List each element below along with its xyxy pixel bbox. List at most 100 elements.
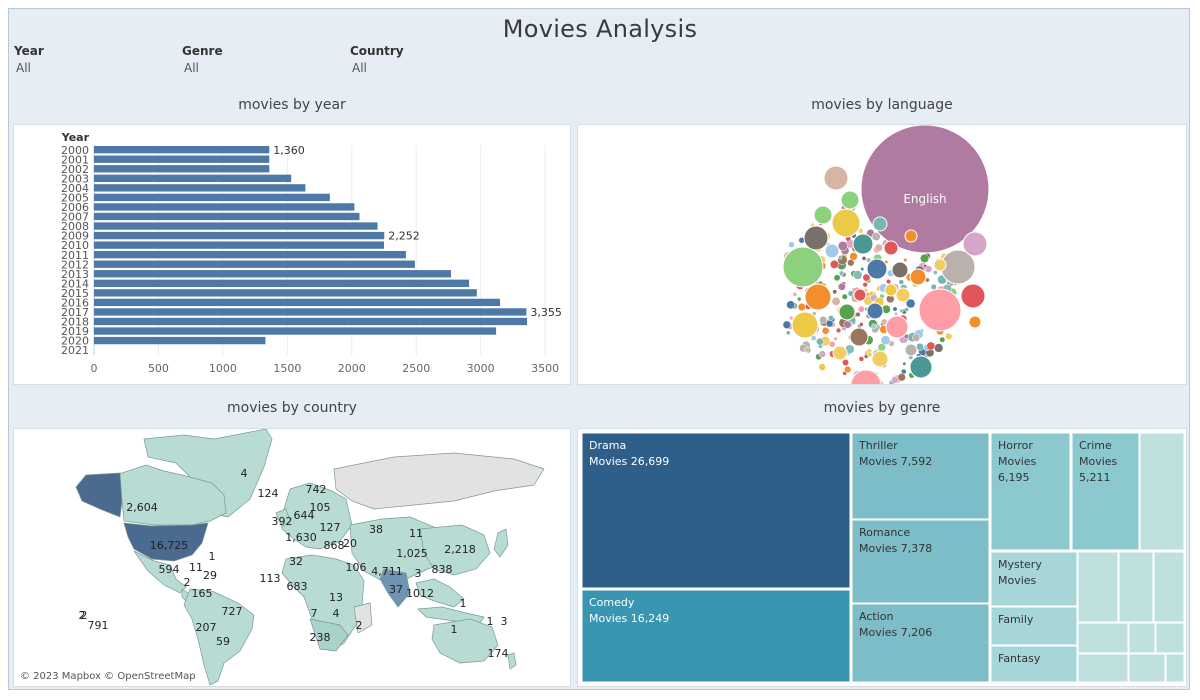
x-tick-label-6: 3000 (467, 362, 495, 375)
language-bubble-30 (832, 345, 848, 361)
map-country-label-35: 1 (460, 597, 467, 610)
language-bubble-small-279 (912, 333, 921, 342)
y-tick-label-2005: 2005 (61, 192, 89, 205)
map-country-label-43: 2 (356, 619, 363, 632)
treemap-cell-other-4 (1077, 622, 1129, 654)
language-bubble-small-221 (858, 322, 864, 327)
map-country-label-7: 127 (320, 521, 341, 534)
language-bubble-small-129 (818, 350, 827, 358)
y-tick-label-2000: 2000 (61, 144, 89, 157)
map-region-japan (493, 528, 509, 558)
map-country-label-10: 16,725 (150, 539, 189, 552)
language-chart-panel: English (577, 124, 1187, 385)
map-country-label-21: 106 (346, 561, 367, 574)
y-tick-label-2001: 2001 (61, 153, 89, 166)
language-bubble-12 (962, 231, 988, 257)
treemap-value-mystery: Movies (998, 574, 1037, 587)
treemap-label-horror: Horror (998, 439, 1033, 452)
treemap-cell-other-7 (1077, 653, 1129, 683)
treemap-cell-drama (581, 432, 851, 589)
language-bubble-small-278 (828, 315, 834, 321)
filter-genre-value[interactable]: All (184, 61, 199, 75)
map-country-label-8: 38 (369, 523, 383, 536)
language-bubble-small-223 (891, 376, 899, 384)
language-bubble-small-180 (934, 343, 944, 353)
filter-country-value[interactable]: All (352, 61, 367, 75)
language-bubble-small-178 (838, 270, 845, 277)
map-region-india (379, 568, 411, 608)
bar-2011 (94, 251, 406, 259)
language-bubble-small-263 (905, 298, 916, 309)
map-attribution: © 2023 Mapbox © OpenStreetMap (20, 671, 196, 682)
y-tick-label-2003: 2003 (61, 172, 89, 185)
x-tick-label-2: 1000 (209, 362, 237, 375)
treemap-label-drama: Drama (589, 439, 626, 452)
map-region-africa-east-grey (353, 602, 373, 634)
y-tick-label-2002: 2002 (61, 163, 89, 176)
language-bubble-chart: English (782, 125, 990, 384)
language-bubble-23 (866, 302, 884, 320)
treemap-value-action: Movies 7,206 (859, 626, 932, 639)
map-country-label-22: 4,711 (371, 565, 403, 578)
map-country-label-1: 124 (258, 487, 279, 500)
language-bubble-small-299 (837, 282, 846, 291)
language-bubble-small-188 (885, 279, 892, 285)
language-bubble-small-274 (819, 315, 828, 324)
language-bubble-small-290 (903, 333, 910, 340)
y-tick-label-2019: 2019 (61, 325, 89, 338)
y-tick-label-2007: 2007 (61, 211, 89, 224)
language-bubble-25 (824, 243, 840, 259)
map-region-mexico (133, 550, 187, 594)
language-bubble-14 (866, 258, 888, 280)
y-tick-label-2018: 2018 (61, 316, 89, 329)
language-bubble-small-0 (797, 296, 802, 302)
language-bubble-small-193 (788, 241, 795, 248)
map-region-china (419, 524, 491, 576)
language-bubble-32 (933, 258, 947, 272)
y-tick-label-2014: 2014 (61, 277, 89, 290)
language-bubble-small-141 (825, 319, 834, 328)
language-bubble-small-240 (871, 323, 877, 329)
y-tick-label-2015: 2015 (61, 287, 89, 300)
treemap-cell-fantasy (990, 645, 1078, 683)
language-bubble-small-146 (785, 330, 791, 336)
language-bubble-small-84 (933, 270, 938, 275)
filter-year-value[interactable]: All (16, 61, 31, 75)
x-tick-label-1: 500 (148, 362, 169, 375)
language-bubble-19 (909, 268, 927, 286)
treemap-value-drama: Movies 26,699 (589, 455, 669, 468)
map-region-se-asia (415, 578, 465, 608)
language-bubble-small-257 (880, 335, 891, 346)
map-country-label-9: 11 (409, 527, 423, 540)
y-tick-label-2006: 2006 (61, 201, 89, 214)
language-bubble-21 (849, 327, 869, 347)
filter-country[interactable]: Country All (350, 44, 404, 75)
map-country-label-34: 4 (333, 607, 340, 620)
map-region-nz (507, 652, 517, 670)
language-bubble-small-256 (904, 307, 909, 312)
language-bubble-26 (883, 240, 899, 256)
bar-2018 (94, 317, 528, 326)
bar-2020 (94, 336, 266, 345)
language-bubble-small-239 (862, 273, 871, 282)
bar-data-label-2017: 3,355 (530, 306, 562, 319)
year-chart-panel: 0 500 1000 1500 2000 2500 3000 3500 Year 2000 2001… (13, 124, 571, 385)
map-region-south-america (183, 588, 255, 686)
map-region-africa-south (309, 618, 349, 652)
language-bubble-small-151 (818, 363, 826, 371)
country-map-panel: 4 124 742 105 2,604 392 644 127 38 11 16,725 1,630 8… (13, 428, 571, 687)
bar-2014 (94, 279, 470, 287)
filter-genre-label: Genre (182, 44, 223, 58)
language-bubble-small-126 (792, 292, 798, 297)
bar-2010 (94, 241, 384, 249)
treemap-value-thriller: Movies 7,592 (859, 455, 932, 468)
language-bubble-9 (960, 283, 986, 309)
bar-2002 (94, 165, 270, 173)
filter-genre[interactable]: Genre All (182, 44, 223, 75)
filter-year[interactable]: Year All (14, 44, 44, 75)
treemap-cell-crime (1071, 432, 1140, 551)
map-country-label-39: 3 (501, 615, 508, 628)
map-country-label-23: 3 (415, 567, 422, 580)
map-region-alaska (75, 472, 123, 518)
